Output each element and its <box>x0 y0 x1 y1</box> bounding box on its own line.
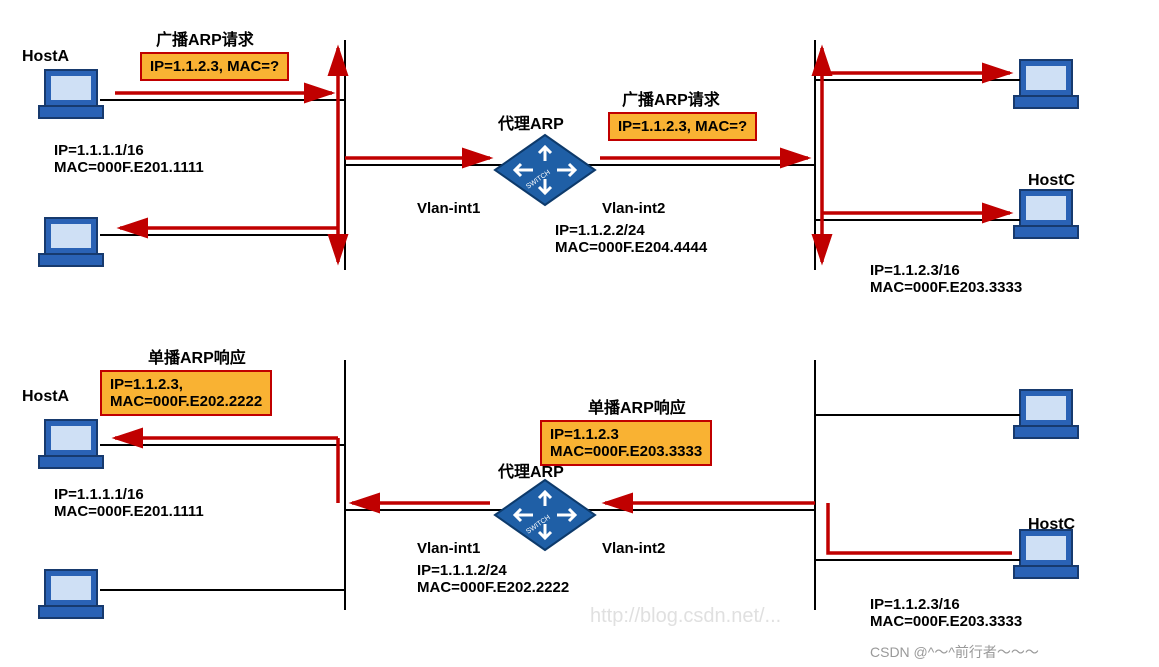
top-req-label-right: 广播ARP请求 <box>622 86 720 110</box>
bottom-hostA-label: HostA <box>22 388 69 406</box>
bottom-hostA-info: IP=1.1.1.1/16 MAC=000F.E201.1111 <box>54 486 204 520</box>
bottom-resp-label-left: 单播ARP响应 <box>148 344 246 368</box>
top-vlan1: Vlan-int1 <box>417 200 480 217</box>
top-hostA-info: IP=1.1.1.1/16 MAC=000F.E201.1111 <box>54 142 204 176</box>
top-req-pkt-left: IP=1.1.2.3, MAC=? <box>140 52 289 81</box>
top-proxy-label: 代理ARP <box>498 110 564 134</box>
top-hostC-label: HostC <box>1028 172 1075 190</box>
bottom-resp-label-right: 单播ARP响应 <box>588 394 686 418</box>
footer: CSDN @^～^前行者～～～ <box>870 642 1039 662</box>
bottom-resp-pkt-right: IP=1.1.2.3 MAC=000F.E203.3333 <box>540 420 712 466</box>
watermark: http://blog.csdn.net/... <box>590 605 781 628</box>
bottom-vlan2: Vlan-int2 <box>602 540 665 557</box>
top-hostA-label: HostA <box>22 48 69 66</box>
top-vlan2: Vlan-int2 <box>602 200 665 217</box>
bottom-hostC-label: HostC <box>1028 516 1075 534</box>
top-req-pkt-right: IP=1.1.2.3, MAC=? <box>608 112 757 141</box>
bottom-hostC-info: IP=1.1.2.3/16 MAC=000F.E203.3333 <box>870 596 1022 630</box>
top-vlan2-info: IP=1.1.2.2/24 MAC=000F.E204.4444 <box>555 222 707 256</box>
top-req-label-left: 广播ARP请求 <box>156 26 254 50</box>
bottom-resp-pkt-left: IP=1.1.2.3, MAC=000F.E202.2222 <box>100 370 272 416</box>
top-hostC-info: IP=1.1.2.3/16 MAC=000F.E203.3333 <box>870 262 1022 296</box>
diagram-svg: SWITCH <box>0 0 1159 667</box>
bottom-vlan1: Vlan-int1 <box>417 540 480 557</box>
bottom-vlan1-info: IP=1.1.1.2/24 MAC=000F.E202.2222 <box>417 562 569 596</box>
